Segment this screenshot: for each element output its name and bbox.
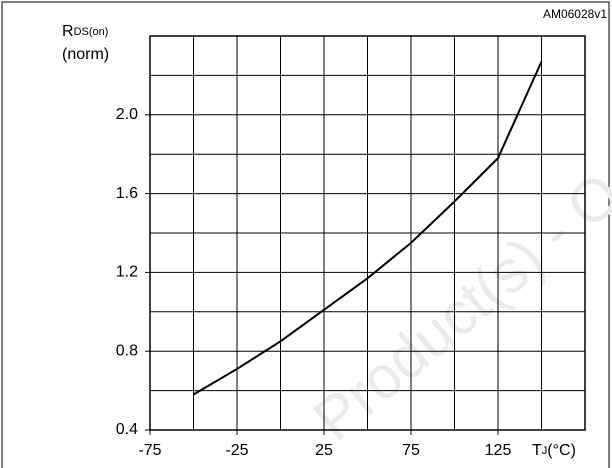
- y-tick-label: 2.0: [116, 106, 138, 123]
- x-label-unit: (°C): [547, 442, 576, 459]
- x-tick-label: -75: [138, 442, 161, 459]
- x-tick-label: 125: [485, 442, 512, 459]
- y-tick-label: 1.6: [116, 185, 138, 202]
- x-tick-label: 75: [402, 442, 420, 459]
- plot-frame: [149, 35, 586, 431]
- y-axis-unit: (norm): [62, 46, 109, 63]
- figure-id: AM06028v1: [543, 7, 607, 21]
- y-tick-label: 0.4: [116, 421, 138, 438]
- x-tick-label: 25: [315, 442, 333, 459]
- x-label-sub: J: [542, 445, 548, 457]
- y-tick-label: 0.8: [116, 342, 138, 359]
- y-label-main: R: [62, 23, 74, 40]
- x-axis-label: TJ(°C): [532, 442, 576, 459]
- x-label-main: T: [532, 442, 542, 459]
- curve: [192, 61, 543, 396]
- x-tick-label: -25: [225, 442, 248, 459]
- watermark: Product(s) - O: [301, 160, 612, 453]
- y-tick-label: 1.2: [116, 264, 138, 281]
- y-label-sub: DS(on): [74, 26, 109, 38]
- y-axis-label: RDS(on): [62, 23, 108, 40]
